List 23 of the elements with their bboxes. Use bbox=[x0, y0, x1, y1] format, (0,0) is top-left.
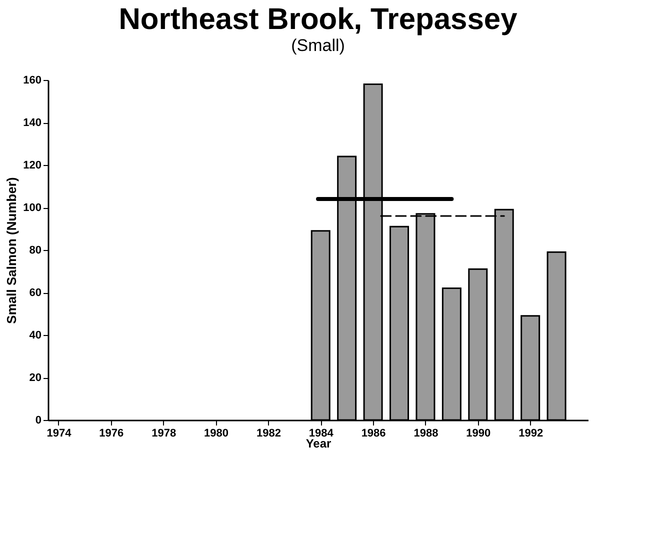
x-tick-label: 1982 bbox=[256, 428, 281, 440]
y-axis-title: Small Salmon (Number) bbox=[4, 177, 20, 324]
x-axis-title: Year bbox=[306, 436, 332, 450]
x-tick-label: 1978 bbox=[152, 428, 176, 440]
x-tick-label: 1976 bbox=[99, 428, 124, 440]
x-tick-label: 1986 bbox=[361, 428, 386, 440]
y-tick-label: 140 bbox=[23, 117, 42, 129]
x-tick-label: 1992 bbox=[518, 428, 544, 440]
x-tick-label: 1988 bbox=[414, 428, 438, 440]
x-tick-label: 1980 bbox=[204, 428, 229, 440]
chart-subtitle: (Small) bbox=[291, 36, 345, 55]
y-tick-label: 60 bbox=[29, 287, 42, 299]
x-tick-label: 1990 bbox=[466, 428, 491, 440]
y-tick-label: 40 bbox=[29, 330, 42, 342]
y-tick-label: 120 bbox=[23, 160, 42, 172]
y-tick-label: 0 bbox=[35, 414, 42, 426]
x-tick-label: 1974 bbox=[46, 428, 72, 440]
y-tick-label: 160 bbox=[23, 74, 42, 86]
x-tick-label: 1984 bbox=[308, 428, 334, 440]
y-tick-label: 20 bbox=[29, 372, 42, 384]
y-tick-label: 100 bbox=[23, 202, 42, 214]
chart-title: Northeast Brook, Trepassey bbox=[118, 3, 518, 36]
y-tick-label: 80 bbox=[29, 244, 42, 256]
